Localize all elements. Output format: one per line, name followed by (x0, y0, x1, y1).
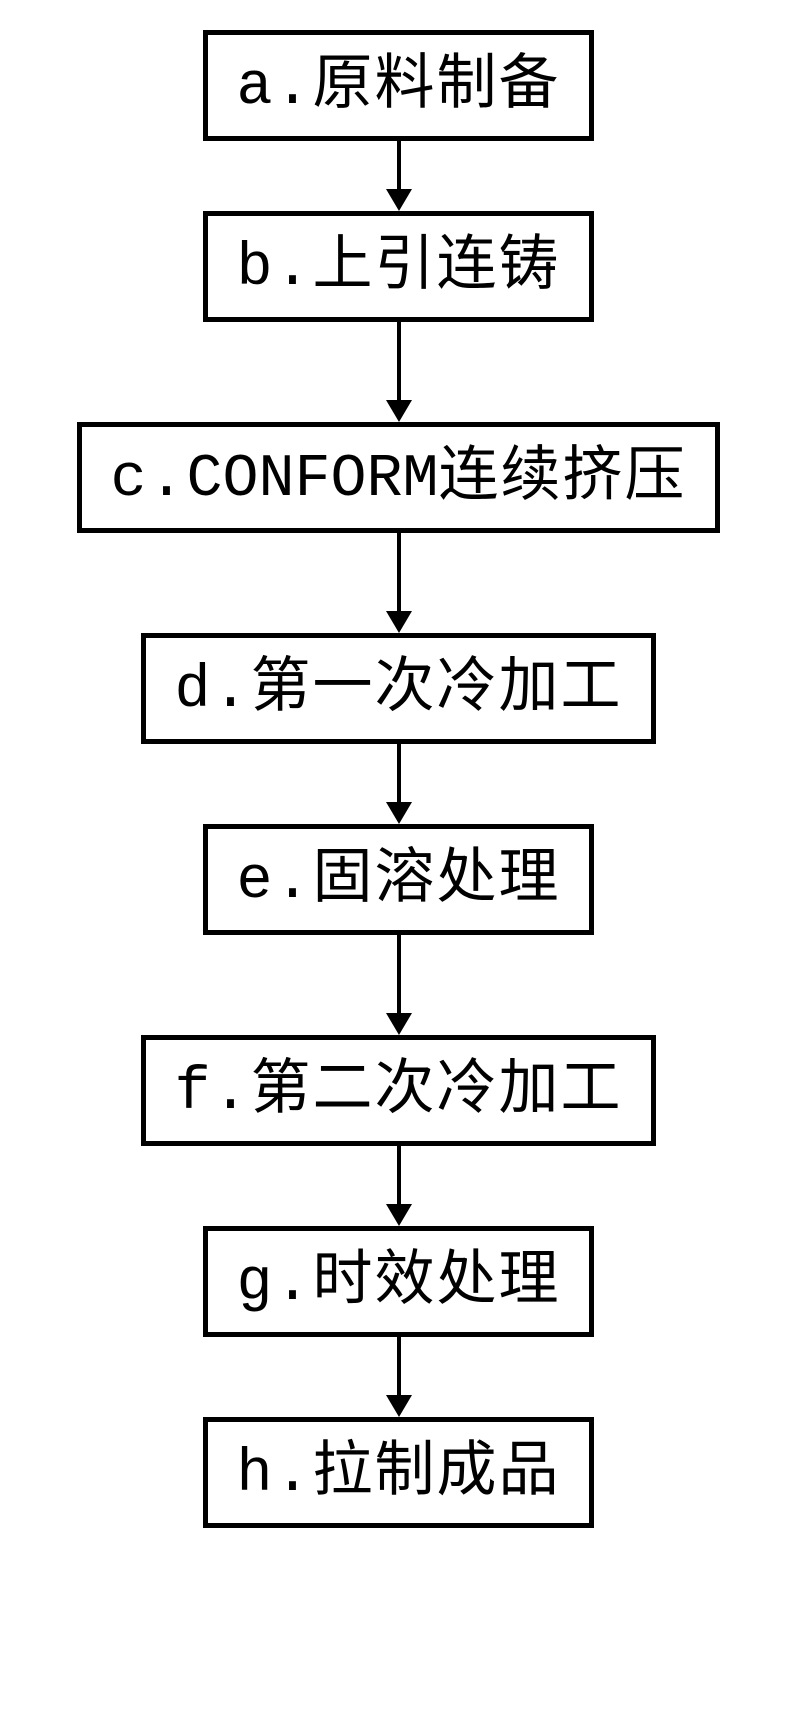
flow-label-a: a.原料制备 (236, 53, 560, 118)
flow-arrow (386, 533, 412, 633)
flow-step-c: c.CONFORM连续挤压 (77, 422, 719, 533)
flow-arrow (386, 1337, 412, 1417)
flow-arrow (386, 322, 412, 422)
flow-arrow (386, 935, 412, 1035)
flow-arrow (386, 141, 412, 211)
flow-step-e: e.固溶处理 (203, 824, 593, 935)
flow-label-d: d.第一次冷加工 (174, 656, 622, 721)
flow-label-c: c.CONFORM连续挤压 (110, 445, 686, 510)
flow-label-b: b.上引连铸 (236, 234, 560, 299)
flow-label-g: g.时效处理 (236, 1249, 560, 1314)
flow-arrow (386, 744, 412, 824)
flow-label-e: e.固溶处理 (236, 847, 560, 912)
flow-step-a: a.原料制备 (203, 30, 593, 141)
flow-step-h: h.拉制成品 (203, 1417, 593, 1528)
flow-step-f: f.第二次冷加工 (141, 1035, 655, 1146)
flow-arrow (386, 1146, 412, 1226)
flow-step-g: g.时效处理 (203, 1226, 593, 1337)
flow-step-b: b.上引连铸 (203, 211, 593, 322)
flow-step-d: d.第一次冷加工 (141, 633, 655, 744)
flow-label-h: h.拉制成品 (236, 1440, 560, 1505)
flow-label-f: f.第二次冷加工 (174, 1058, 622, 1123)
